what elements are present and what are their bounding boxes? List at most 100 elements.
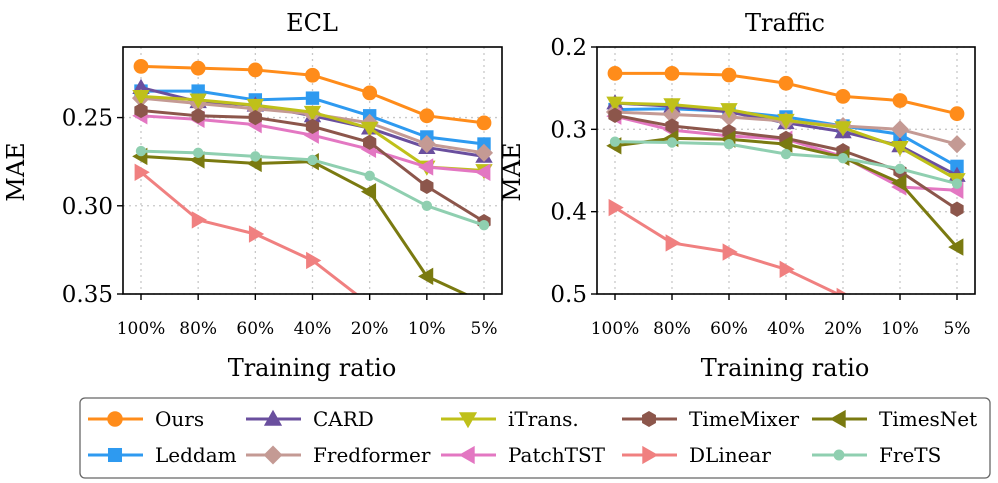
point-timemixer [608, 107, 622, 124]
legend-item-leddam: Leddam [88, 443, 237, 467]
point-itrans [303, 105, 322, 122]
panel-traffic-y-axis: 0.2 0.3 0.4 0.5 [550, 35, 597, 308]
point-ours [835, 89, 851, 104]
point-ours [664, 65, 680, 81]
point-timemixer [248, 109, 262, 126]
point-leddam [305, 91, 320, 105]
x-tick-label: 40% [767, 319, 805, 339]
point-itrans [606, 96, 624, 112]
x-tick-label: 100% [117, 319, 166, 339]
point-itrans [663, 98, 681, 114]
legend-item-timesnet: TimesNet [812, 407, 977, 431]
y-tick-label: 0.30 [62, 194, 113, 220]
panel-ecl-title: ECL [286, 9, 338, 37]
legend-marker-frets [833, 449, 845, 461]
series-frets [609, 136, 963, 189]
point-timesnet [418, 267, 434, 286]
panel-traffic-y-label: MAE [498, 142, 526, 201]
legend-marker-patchtst [458, 445, 475, 465]
legend-item-ours: Ours [88, 407, 204, 431]
point-itrans [777, 113, 795, 130]
point-ours [247, 62, 263, 78]
legend-items: Ours CARD iTrans. TimeMixer TimesNet Leddam Fr… [88, 407, 977, 467]
x-tick-label: 5% [471, 319, 498, 339]
panel-traffic: Traffic 0.2 0.3 0.4 0.5 100% 80% 60% 40% 20% 10%… [498, 9, 976, 382]
point-fredformer [890, 120, 910, 139]
legend: Ours CARD iTrans. TimeMixer TimesNet Leddam Fr… [79, 397, 991, 479]
point-timesnet [891, 174, 907, 192]
point-timesnet [360, 182, 377, 201]
x-tick-label: 80% [653, 319, 691, 339]
point-frets [951, 178, 963, 189]
series-dlinear [608, 198, 848, 294]
point-ours [133, 59, 149, 74]
legend-label: Fredformer [313, 443, 431, 467]
point-dlinear [779, 260, 795, 278]
series-ours [607, 65, 965, 122]
legend-label: CARD [313, 407, 374, 431]
point-frets [364, 170, 375, 181]
x-tick-label: 10% [408, 319, 446, 339]
series-itrans [606, 96, 966, 189]
point-itrans [834, 121, 852, 137]
point-timesnet [777, 135, 793, 153]
point-dlinear [248, 225, 265, 243]
panel-ecl-x-label: Training ratio [228, 354, 397, 382]
y-tick-label: 0.4 [550, 200, 587, 226]
point-frets [837, 152, 849, 164]
point-frets [478, 219, 490, 231]
x-tick-label: 60% [710, 319, 748, 339]
x-tick-label: 100% [591, 319, 640, 339]
point-dlinear [364, 297, 378, 313]
point-fredformer [474, 143, 494, 162]
x-tick-label: 20% [351, 319, 389, 339]
point-dlinear [191, 211, 207, 229]
x-tick-label: 60% [236, 319, 274, 339]
legend-label: iTrans. [508, 407, 579, 431]
point-fredformer [417, 134, 436, 154]
point-ours [949, 106, 965, 122]
point-fredformer [947, 135, 967, 154]
panel-ecl: ECL 0.25 0.30 0.35 100% 80% 60% 40% 20% 10% 5% M… [2, 9, 503, 382]
y-tick-label: 0.5 [550, 282, 587, 308]
y-tick-label: 0.35 [62, 282, 113, 308]
point-itrans [360, 121, 379, 137]
point-itrans [246, 98, 265, 115]
point-timemixer [305, 118, 320, 135]
x-tick-label: 10% [881, 319, 919, 339]
point-ours [305, 67, 320, 83]
point-timemixer [363, 134, 377, 150]
series-timesnet [132, 147, 490, 311]
point-timemixer [191, 108, 205, 124]
x-tick-label: 20% [824, 319, 862, 339]
point-dlinear [836, 287, 848, 294]
point-ours [721, 67, 737, 83]
point-itrans [132, 90, 150, 106]
point-ours [607, 65, 623, 81]
point-timemixer [420, 178, 434, 195]
point-ours [778, 75, 794, 91]
x-tick-label: 80% [179, 319, 217, 339]
point-itrans [891, 141, 909, 157]
x-tick-label: 5% [944, 319, 971, 339]
point-ours [419, 108, 435, 124]
point-dlinear [722, 243, 738, 261]
legend-label: FreTS [879, 443, 941, 467]
legend-item-frets: FreTS [812, 443, 941, 467]
series-frets [135, 145, 490, 231]
legend-item-card: CARD [246, 407, 374, 431]
point-timesnet [476, 295, 490, 311]
point-ours [476, 115, 492, 131]
point-dlinear [665, 234, 681, 252]
panel-traffic-series [605, 65, 967, 294]
point-frets [307, 154, 318, 166]
point-ours [892, 93, 908, 108]
legend-item-timemixer: TimeMixer [622, 407, 800, 431]
legend-marker-card [263, 409, 283, 426]
panel-traffic-x-axis: 100% 80% 60% 40% 20% 10% 5% [591, 294, 971, 339]
legend-label: TimesNet [879, 407, 977, 431]
legend-marker-fredformer [263, 445, 283, 465]
legend-item-itrans: iTrans. [441, 407, 579, 431]
legend-label: Ours [155, 407, 204, 431]
point-dlinear [608, 198, 624, 217]
